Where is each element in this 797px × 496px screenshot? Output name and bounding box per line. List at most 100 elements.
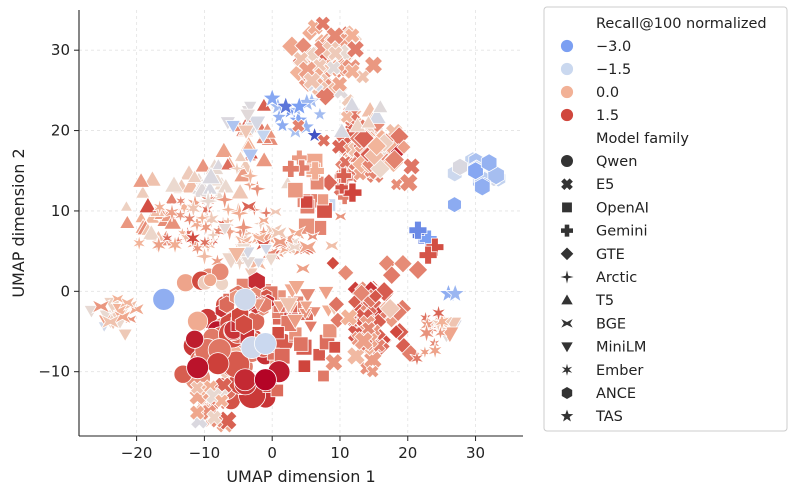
data-point-minilm (317, 286, 335, 301)
data-point-t5 (118, 214, 136, 229)
data-point-minilm (241, 148, 260, 165)
data-point-e5 (398, 172, 419, 193)
data-point-openai (271, 326, 285, 340)
legend-marker-label: Gemini (596, 224, 648, 240)
data-point-ember (198, 218, 214, 236)
data-point-gte (329, 311, 347, 329)
legend-marker-title: Model family (596, 131, 689, 147)
data-point-minilm (263, 253, 279, 268)
data-point-minilm (239, 108, 257, 124)
data-point-bge (270, 234, 290, 250)
data-point-e5 (214, 393, 230, 409)
data-point-ance (452, 157, 468, 176)
data-point-openai (322, 323, 338, 339)
data-point-ember (430, 304, 447, 322)
data-point-gte (336, 264, 355, 282)
data-point-ance (447, 196, 462, 214)
data-point-minilm (307, 306, 322, 319)
legend-marker-t5-icon (561, 294, 573, 305)
x-axis-title: UMAP dimension 1 (226, 467, 375, 486)
data-point-qwen (233, 287, 257, 311)
data-point-t5 (201, 180, 219, 195)
data-point-openai (287, 182, 304, 199)
data-point-gte (373, 280, 395, 303)
x-tick-label: 30 (466, 444, 485, 462)
data-point-gte (325, 255, 341, 271)
data-point-t5 (134, 184, 151, 199)
legend-marker-bge-icon (561, 319, 573, 328)
data-point-t5 (219, 156, 236, 171)
data-point-minilm (303, 320, 319, 334)
legend-marker-tas-icon (560, 409, 574, 422)
data-point-bge (256, 214, 272, 227)
data-point-gemini (408, 220, 428, 240)
data-point-bge (305, 231, 321, 243)
data-point-gte (351, 283, 372, 303)
data-point-bge (117, 295, 137, 310)
data-point-t5 (372, 98, 389, 113)
data-point-ember (152, 198, 168, 216)
data-point-e5 (330, 138, 348, 155)
data-point-gte (381, 265, 402, 286)
data-point-e5 (355, 69, 371, 85)
data-point-openai (317, 369, 330, 383)
data-point-tas (273, 116, 292, 134)
data-point-arctic (194, 246, 215, 267)
data-point-t5 (194, 157, 212, 173)
data-point-bge (109, 292, 126, 305)
legend-frame (543, 6, 788, 432)
data-point-gte (407, 259, 429, 281)
data-point-t5 (163, 174, 185, 193)
legend: Recall@100 normalized −3.0 −1.5 0.0 1.5 Mod… (543, 6, 788, 432)
data-point-e5 (402, 157, 421, 176)
data-point-qwen (233, 368, 257, 392)
data-point-ance (474, 177, 491, 197)
data-point-openai (312, 348, 326, 362)
data-point-e5 (324, 352, 344, 372)
data-point-minilm (259, 244, 274, 257)
data-point-arctic (229, 160, 245, 177)
data-point-t5 (360, 114, 377, 129)
data-point-minilm (286, 313, 305, 330)
data-point-tas (261, 87, 283, 108)
legend-marker-ance-icon (561, 387, 573, 399)
data-point-t5 (342, 95, 361, 112)
data-point-t5 (211, 157, 226, 170)
data-point-openai (293, 336, 309, 352)
x-tick-label: −10 (189, 444, 221, 462)
data-point-minilm (217, 223, 233, 237)
y-tick-label: 0 (60, 282, 70, 300)
data-point-arctic (197, 190, 219, 212)
data-point-qwen (203, 273, 217, 287)
data-point-e5 (325, 60, 342, 76)
data-point-e5 (297, 60, 318, 80)
data-point-gte (327, 295, 346, 314)
legend-color-label: 0.0 (596, 85, 619, 101)
legend-marker-label: TAS (595, 409, 623, 425)
data-point-tas (288, 95, 310, 116)
data-point-minilm (237, 124, 256, 141)
data-point-bge (100, 313, 121, 330)
data-point-gte (383, 149, 405, 171)
data-point-minilm (278, 297, 299, 315)
data-point-minilm (287, 280, 306, 297)
data-point-arctic (232, 216, 255, 239)
data-point-e5 (314, 15, 332, 32)
data-point-arctic (240, 166, 260, 186)
data-point-e5 (302, 71, 322, 91)
data-point-e5 (291, 118, 306, 133)
data-point-bge (267, 205, 284, 218)
data-point-minilm (298, 288, 317, 304)
data-point-qwen (187, 310, 209, 332)
data-point-ance (480, 153, 498, 173)
data-point-minilm (117, 328, 133, 343)
data-point-ember (174, 194, 187, 208)
data-point-arctic (219, 201, 237, 218)
legend-marker-ember-icon (561, 363, 573, 376)
data-point-gemini (334, 180, 349, 195)
legend-color-swatch (560, 62, 574, 76)
legend-marker-label: BGE (596, 316, 626, 332)
data-point-ember (417, 323, 436, 344)
data-point-openai (317, 193, 329, 206)
data-point-gemini (425, 237, 445, 257)
